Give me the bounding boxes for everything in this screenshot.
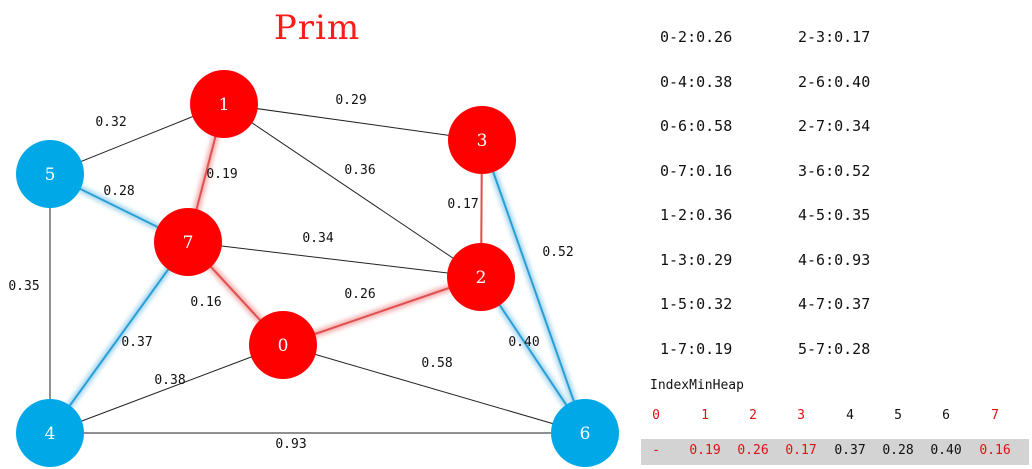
edge-weight-label-0-6: 0.58 (421, 356, 452, 371)
heap-index-cell: 1 (701, 408, 709, 423)
heap-index-cell: 5 (894, 408, 902, 423)
edge-list-item: 0-4:0.38 (660, 72, 733, 91)
edge-list-item: 1-7:0.19 (660, 339, 733, 358)
heap-value-cell: 0.17 (785, 443, 817, 458)
node-2: 2 (447, 243, 515, 311)
edge-list-item: 5-7:0.28 (798, 339, 871, 358)
edge-7-2 (187, 241, 482, 278)
edge-1-3 (223, 103, 483, 141)
heap-index-cell: 2 (749, 408, 757, 423)
heap-index-cell: 6 (942, 408, 950, 423)
edge-line (282, 276, 482, 346)
heap-value-cell: 0.28 (882, 443, 914, 458)
edge-line (223, 103, 483, 141)
edge-list-item: 0-6:0.58 (660, 117, 733, 135)
edge-1-2 (223, 103, 482, 278)
edge-3-6 (478, 138, 589, 435)
heap-index-cell: 7 (991, 408, 999, 423)
heap-value-cell: 0.26 (737, 443, 769, 458)
edge-list-item: 0-2:0.26 (660, 28, 733, 46)
heap-index-cell: 4 (846, 408, 854, 423)
node-label: 0 (278, 336, 289, 356)
edge-line (282, 344, 586, 434)
node-4: 4 (16, 399, 84, 467)
edge-weight-label-1-2: 0.36 (344, 163, 375, 178)
node-6: 6 (551, 399, 619, 467)
edge-list-item: 4-5:0.35 (798, 206, 871, 224)
edge-list-item: 2-7:0.34 (798, 117, 871, 135)
edge-list-item: 1-2:0.36 (660, 206, 733, 224)
edge-list-item: 3-6:0.52 (798, 161, 871, 180)
edge-weight-label-7-0: 0.16 (190, 295, 221, 310)
edge-line (223, 103, 482, 278)
edge-weight-label-4-6: 0.93 (275, 437, 306, 452)
edge-weight-label-0-2: 0.26 (344, 287, 375, 302)
edge-weight-label-3-2: 0.17 (447, 197, 478, 212)
edge-list-item: 1-5:0.32 (660, 295, 733, 313)
edge-weight-label-1-5: 0.32 (95, 115, 126, 130)
heap-index-row: 0 1 2 3 4 5 6 7 (641, 404, 1029, 430)
edge-list-item: 2-6:0.40 (798, 72, 871, 91)
node-label: 2 (476, 268, 487, 288)
node-circle (190, 70, 258, 138)
edge-0-4 (49, 344, 284, 434)
edge-weight-label-5-7: 0.28 (103, 184, 134, 199)
node-circle (448, 106, 516, 174)
edge-weight-label-2-6: 0.40 (508, 335, 539, 350)
node-circle (154, 208, 222, 276)
node-circle (16, 140, 84, 208)
edge-list-item: 4-7:0.37 (798, 295, 871, 313)
edge-weight-label-1-3: 0.29 (335, 93, 366, 108)
node-label: 7 (183, 233, 194, 253)
edge-list-item: 2-3:0.17 (798, 28, 871, 46)
edge-list-item: 4-6:0.93 (798, 250, 871, 269)
graph-diagram: 0.32 0.29 0.36 0.19 0.28 0.35 0.34 0.16 0.37 0.17… (8, 70, 619, 467)
edge-weight-label-3-6: 0.52 (542, 245, 573, 260)
edge-0-2 (281, 273, 483, 349)
node-circle (249, 311, 317, 379)
edge-7-4 (47, 239, 191, 436)
heap-value-cell: - (652, 443, 660, 458)
node-label: 6 (580, 424, 591, 444)
heap-title: IndexMinHeap (650, 378, 744, 393)
node-label: 1 (219, 95, 230, 115)
edge-line (481, 139, 586, 434)
heap-value-row: - 0.19 0.26 0.17 0.37 0.28 0.40 0.16 (641, 439, 1029, 465)
node-label: 4 (45, 424, 56, 444)
edge-line (49, 344, 284, 434)
edge-line (187, 241, 482, 278)
node-label: 5 (45, 165, 56, 185)
edge-weight-label-1-7: 0.19 (206, 167, 237, 182)
node-3: 3 (448, 106, 516, 174)
node-7: 7 (154, 208, 222, 276)
page-title: Prim (273, 8, 361, 48)
heap-value-cell: 0.40 (930, 443, 962, 458)
edge-line (49, 241, 189, 434)
edge-weight-label-7-2: 0.34 (302, 231, 333, 246)
heap-value-cell: 0.37 (834, 443, 866, 458)
node-5: 5 (16, 140, 84, 208)
edge-list-item: 1-3:0.29 (660, 250, 733, 269)
node-label: 3 (477, 131, 488, 151)
heap-index-cell: 3 (797, 408, 805, 423)
edge-list-item: 0-7:0.16 (660, 161, 733, 180)
edge-weight-label-7-4: 0.37 (121, 335, 152, 350)
node-0: 0 (249, 311, 317, 379)
edge-weight-label-0-4: 0.38 (154, 373, 185, 388)
heap-value-cell: 0.16 (979, 443, 1011, 458)
node-1: 1 (190, 70, 258, 138)
node-circle (447, 243, 515, 311)
node-circle (16, 399, 84, 467)
heap-index-cell: 0 (652, 408, 660, 423)
node-circle (551, 399, 619, 467)
edge-weight-label-5-4: 0.35 (8, 279, 39, 294)
edge-0-6 (282, 344, 586, 434)
heap-value-cell: 0.19 (689, 443, 721, 458)
